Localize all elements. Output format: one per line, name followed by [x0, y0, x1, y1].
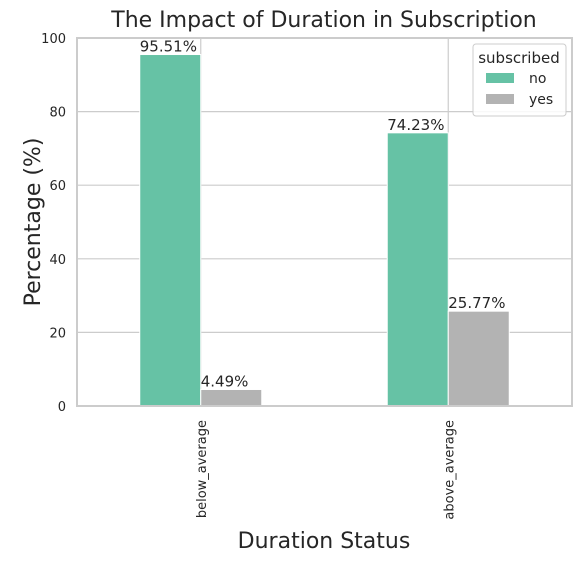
y-tick-label: 40	[49, 253, 66, 268]
x-tick-label: above_average	[442, 420, 457, 520]
x-axis-label: Duration Status	[238, 529, 411, 554]
legend-swatch-yes	[486, 94, 514, 104]
x-axis-ticks: below_average above_average	[195, 420, 458, 520]
chart-title: The Impact of Duration in Subscription	[110, 8, 536, 33]
y-tick-label: 80	[49, 106, 66, 121]
bar-no-above_average	[386, 132, 449, 407]
legend-title: subscribed	[478, 49, 560, 67]
data-label: 4.49%	[201, 372, 249, 390]
y-tick-label: 20	[49, 326, 66, 341]
plot-frame	[76, 37, 573, 407]
data-label: 95.51%	[140, 38, 197, 56]
bar-yes-below_average	[200, 388, 263, 407]
data-label: 74.23%	[387, 116, 444, 134]
data-label: 25.77%	[448, 294, 505, 312]
legend-label-yes: yes	[529, 92, 553, 108]
x-tick-label: below_average	[195, 420, 210, 518]
y-tick-label: 100	[41, 32, 66, 47]
legend-swatch-no	[486, 73, 514, 83]
legend-label-no: no	[529, 71, 546, 87]
legend: subscribed no yes	[472, 43, 567, 117]
data-labels: 95.51% 4.49% 74.23% 25.77%	[140, 38, 506, 391]
y-axis-ticks: 0 20 40 60 80 100	[41, 32, 66, 415]
bars	[139, 54, 510, 407]
y-tick-label: 60	[49, 179, 66, 194]
y-axis-label: Percentage (%)	[21, 138, 46, 307]
y-tick-label: 0	[58, 400, 66, 415]
bar-yes-above_average	[447, 310, 510, 407]
bar-no-below_average	[139, 54, 202, 407]
